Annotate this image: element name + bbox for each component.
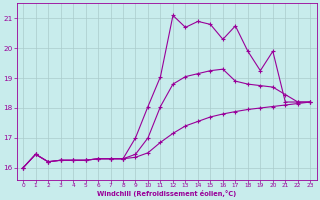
X-axis label: Windchill (Refroidissement éolien,°C): Windchill (Refroidissement éolien,°C) xyxy=(97,190,236,197)
